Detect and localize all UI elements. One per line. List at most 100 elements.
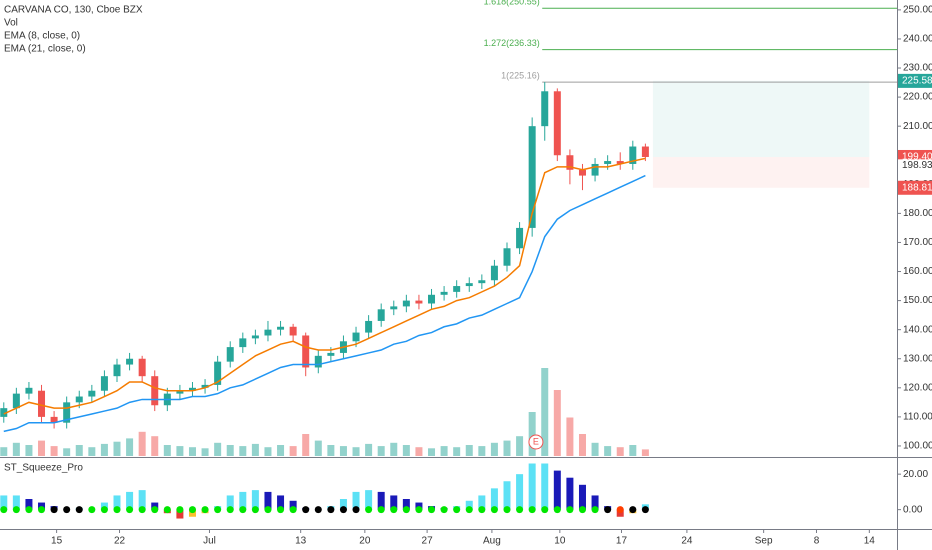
volume-bar bbox=[428, 448, 436, 456]
squeeze-dot bbox=[327, 506, 335, 514]
squeeze-dot bbox=[126, 506, 134, 514]
candle-body bbox=[151, 376, 159, 406]
volume-bar bbox=[566, 417, 574, 456]
volume-bar bbox=[126, 438, 134, 456]
volume-bar bbox=[616, 447, 624, 456]
volume-bar bbox=[50, 446, 58, 456]
candle-body bbox=[440, 291, 448, 295]
squeeze-dot bbox=[440, 506, 448, 514]
candle-body bbox=[38, 390, 46, 417]
y-tick-label: 150.00 bbox=[903, 295, 932, 306]
squeeze-bar bbox=[465, 500, 473, 510]
squeeze-dot bbox=[176, 506, 184, 514]
squeeze-dot bbox=[352, 506, 360, 514]
candle-body bbox=[75, 396, 83, 403]
candle-body bbox=[138, 358, 146, 377]
squeeze-bar bbox=[277, 495, 285, 510]
x-tick-label: 15 bbox=[51, 536, 63, 547]
y-tick-label: 180.00 bbox=[903, 208, 932, 219]
volume-bar bbox=[302, 434, 310, 456]
volume-bar bbox=[553, 390, 561, 456]
y-tick-label: 210.00 bbox=[903, 121, 932, 132]
squeeze-dot bbox=[503, 506, 511, 514]
candle-body bbox=[277, 326, 285, 330]
candle-body bbox=[327, 352, 335, 356]
candle-body bbox=[302, 335, 310, 368]
squeeze-bar bbox=[352, 491, 360, 510]
chart-title: CARVANA CO, 130, Cboe BZX bbox=[4, 5, 143, 16]
candle-body bbox=[113, 364, 121, 377]
y-tick-label: 120.00 bbox=[903, 382, 932, 393]
volume-bar bbox=[314, 440, 322, 456]
squeeze-dot bbox=[25, 506, 33, 514]
candle-body bbox=[377, 309, 385, 321]
volume-bar bbox=[402, 445, 410, 456]
volume-bar bbox=[453, 447, 461, 456]
candle-body bbox=[176, 390, 184, 394]
squeeze-dot bbox=[377, 506, 385, 514]
squeeze-dot bbox=[151, 506, 159, 514]
volume-bar bbox=[503, 440, 511, 456]
squeeze-dot bbox=[226, 506, 234, 514]
indicator-label: Vol bbox=[4, 18, 18, 29]
price-tag bbox=[898, 159, 932, 172]
y-tick-label: 0.00 bbox=[903, 504, 923, 515]
candle-body bbox=[578, 169, 586, 176]
squeeze-dot bbox=[163, 506, 171, 514]
candle-body bbox=[465, 283, 473, 287]
volume-bar bbox=[541, 368, 549, 456]
squeeze-dot bbox=[365, 506, 373, 514]
price-tag-label: 199.40 bbox=[902, 152, 932, 163]
candle-body bbox=[214, 361, 222, 385]
x-tick-label: 13 bbox=[295, 536, 307, 547]
squeeze-dot bbox=[38, 506, 46, 514]
y-tick-label: 20.00 bbox=[903, 469, 928, 480]
x-tick-label: 14 bbox=[864, 536, 876, 547]
candle-body bbox=[251, 335, 259, 339]
squeeze-dot bbox=[138, 506, 146, 514]
y-tick-label: 220.00 bbox=[903, 92, 932, 103]
squeeze-dot bbox=[12, 506, 20, 514]
earnings-marker bbox=[528, 434, 544, 450]
volume-bar bbox=[88, 447, 96, 456]
x-tick-label: 10 bbox=[554, 536, 566, 547]
candle-body bbox=[126, 358, 134, 365]
squeeze-bar bbox=[264, 491, 272, 510]
candle-body bbox=[453, 286, 461, 292]
squeeze-bar bbox=[402, 499, 410, 510]
x-tick-label: 8 bbox=[814, 536, 820, 547]
y-tick-label: 110.00 bbox=[903, 412, 932, 423]
volume-bar bbox=[188, 447, 196, 456]
squeeze-bar bbox=[100, 502, 108, 510]
squeeze-bar bbox=[553, 470, 561, 510]
squeeze-dot bbox=[251, 506, 259, 514]
squeeze-bar bbox=[566, 477, 574, 510]
fib-label: 1.618(250.55) bbox=[484, 0, 540, 7]
squeeze-dot bbox=[100, 506, 108, 514]
squeeze-bar bbox=[176, 509, 184, 519]
volume-bar bbox=[415, 447, 423, 456]
volume-bar bbox=[151, 436, 159, 456]
volume-bar bbox=[113, 441, 121, 456]
squeeze-dot bbox=[629, 506, 637, 514]
squeeze-bar bbox=[38, 502, 46, 510]
earnings-label: E bbox=[533, 436, 539, 446]
indicator-label: EMA (8, close, 0) bbox=[4, 31, 80, 42]
squeeze-dot bbox=[0, 506, 8, 514]
volume-bar bbox=[163, 445, 171, 456]
volume-bar bbox=[528, 412, 536, 456]
squeeze-bar bbox=[516, 474, 524, 510]
squeeze-bar bbox=[12, 495, 20, 510]
volume-bar bbox=[176, 446, 184, 456]
candle-body bbox=[541, 91, 549, 127]
indicator-label: EMA (21, close, 0) bbox=[4, 44, 86, 55]
squeeze-dot bbox=[465, 506, 473, 514]
profit-zone bbox=[652, 80, 870, 157]
squeeze-dot bbox=[63, 506, 71, 514]
x-tick-label: Jul bbox=[203, 536, 216, 547]
squeeze-dot bbox=[541, 506, 549, 514]
squeeze-dot bbox=[239, 506, 247, 514]
volume-bar bbox=[604, 446, 612, 456]
y-tick-label: 170.00 bbox=[903, 237, 932, 248]
